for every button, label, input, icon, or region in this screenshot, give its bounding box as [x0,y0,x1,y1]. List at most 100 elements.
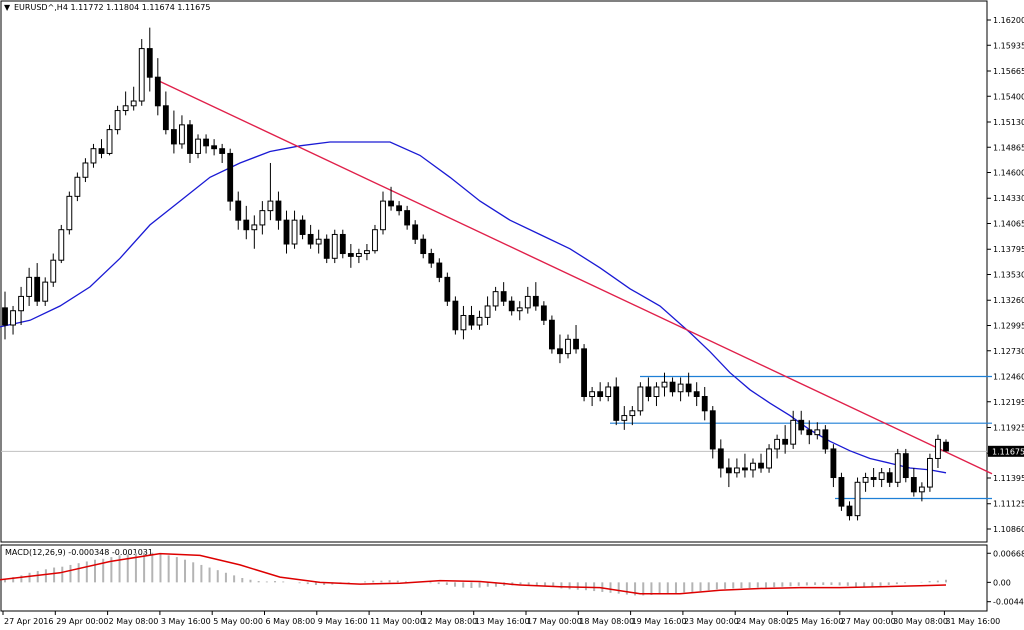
candle [742,453,748,478]
candle [74,172,81,202]
candle [935,434,941,468]
candle [355,248,362,264]
candle [943,439,949,452]
time-tick-label: 31 May 16:00 [945,617,1000,626]
price-tick-label: 1.10860 [993,525,1024,534]
candle [291,210,298,249]
candle [18,286,24,326]
price-tick-label: 1.13795 [993,245,1024,254]
candle [138,39,145,106]
candle [573,325,579,354]
candle [412,220,419,244]
candle [798,410,805,435]
candle [251,215,258,249]
candle [10,305,16,335]
candle [613,377,620,426]
candle [782,425,789,454]
time-tick-label: 12 May 08:00 [422,617,477,626]
time-tick-label: 13 May 16:00 [475,617,530,626]
candle [484,296,491,326]
candle [902,448,909,483]
candle [693,382,700,407]
candle [621,406,628,430]
candle [211,139,218,156]
candle [565,334,571,359]
candle [58,224,65,264]
candle [428,248,435,268]
candle [130,86,137,111]
candlesticks [2,27,949,521]
candle [179,115,185,149]
time-tick-label: 3 May 16:00 [161,617,211,626]
price-axis[interactable]: 1.16200 1.15935 1.15665 1.15400 1.15130 1.148… [987,16,1024,534]
symbol-header: EURUSD^,H4 1.11772 1.11804 1.11674 1.116… [14,3,210,12]
time-tick-label: 19 May 16:00 [632,617,687,626]
candle [259,201,266,235]
candle [227,148,234,211]
price-tick-label: 1.14065 [993,220,1024,229]
time-tick-label: 11 May 00:00 [370,617,425,626]
candle [927,453,933,492]
candle [524,286,531,314]
candle [733,458,740,478]
candle [347,243,354,268]
candle [82,158,89,183]
candle [862,472,869,492]
candle [790,410,797,449]
trendline[interactable] [154,78,993,475]
candle [516,301,523,321]
time-tick-label: 29 Apr 00:00 [56,617,108,626]
candle [114,105,121,135]
window-menu-icon[interactable]: ▼ [4,3,11,12]
candle [758,453,764,473]
candle [154,58,161,116]
candle [653,382,660,407]
candle [500,282,507,306]
candle [219,143,226,163]
price-tick-label: 1.15935 [993,41,1024,50]
candle [195,134,201,159]
time-tick-label: 2 May 08:00 [109,617,159,626]
price-tick-label: 1.14865 [993,143,1024,152]
macd-panel[interactable] [0,544,988,612]
time-tick-label: 18 May 08:00 [579,617,634,626]
candle [685,372,692,397]
candle [717,439,724,478]
time-tick-label: 5 May 00:00 [213,617,263,626]
candle [508,296,515,316]
candle [468,305,475,330]
candle [597,382,604,402]
candle [637,382,644,416]
candle [910,467,917,497]
time-axis[interactable]: 27 Apr 2016 29 Apr 00:00 2 May 08:00 3 May … [2,611,1000,626]
candle [203,134,209,154]
candle [339,229,346,259]
price-tick-label: 1.12995 [993,321,1024,330]
candle [2,291,8,340]
candle [814,422,821,440]
candle [283,210,290,254]
candle [878,467,885,488]
candle [589,386,596,407]
price-tick-label: 1.15400 [993,92,1024,101]
moving-average-line [0,141,947,474]
candle [460,305,467,340]
candle [870,467,877,488]
candle [50,253,57,287]
candle [806,420,813,445]
macd-axis: 0.00668 0.00 -0.00444 [987,549,1024,607]
macd-histogram [4,552,947,596]
candle [581,344,587,402]
candle [557,334,563,364]
macd-signal-line [0,552,947,595]
candle [846,501,853,521]
candle [106,124,113,156]
price-tick-label: 1.13530 [993,271,1024,280]
candle [492,286,499,311]
candle [725,458,732,488]
price-tick-label: 1.12460 [993,372,1024,381]
main-chart-area[interactable] [0,0,988,543]
candle [701,386,708,421]
candle [420,234,427,259]
